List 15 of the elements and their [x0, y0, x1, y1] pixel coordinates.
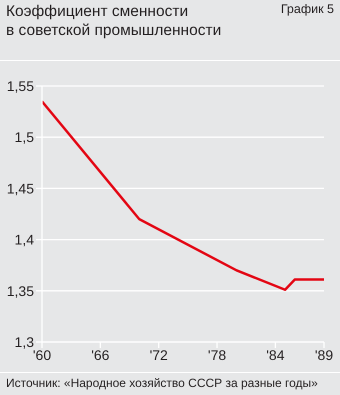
x-tick-label: '84 [266, 346, 285, 363]
chart-title: Коэффициент сменности в советской промышленности [6, 2, 222, 40]
y-tick-label: 1,45 [6, 180, 34, 196]
x-tick-label: '72 [150, 346, 168, 363]
x-tick-label: '78 [208, 346, 226, 363]
y-tick-label: 1,35 [6, 282, 34, 299]
x-tick-label: '66 [91, 346, 110, 363]
y-tick-label: 1,4 [14, 232, 34, 248]
x-tick-label: '89 [314, 346, 334, 363]
x-tick-label: '60 [32, 346, 52, 363]
y-tick-label: 1,55 [6, 78, 34, 94]
y-tick-label: 1,5 [14, 129, 34, 146]
y-tick-label: 1,3 [14, 334, 34, 350]
text: Источник: «Народное хозяйство СССР за разные годы» [6, 376, 318, 390]
text: График 5 [280, 2, 334, 16]
